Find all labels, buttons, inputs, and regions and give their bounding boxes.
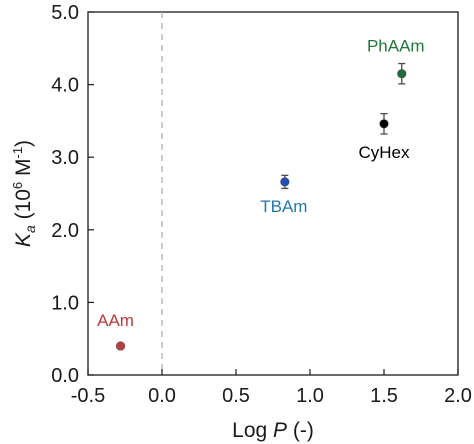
data-points <box>115 62 407 351</box>
x-tick-label: 0.5 <box>222 385 250 407</box>
data-point-tbam <box>280 177 290 187</box>
point-label-cyhex: CyHex <box>358 143 410 162</box>
y-tick-label: 0.0 <box>51 365 79 387</box>
data-point-phaam <box>397 69 407 79</box>
y-tick-label: 3.0 <box>51 147 79 169</box>
plot-frame <box>87 11 459 376</box>
x-tick-label: 2.0 <box>444 385 472 407</box>
x-tick-label: -0.5 <box>71 385 105 407</box>
y-axis-ticks: 0.0 1.0 2.0 3.0 4.0 5.0 <box>51 2 94 387</box>
y-tick-label: 2.0 <box>51 220 79 242</box>
plot-border <box>87 11 459 376</box>
point-labels: AAm TBAm CyHex PhAAm <box>97 37 424 330</box>
y-tick-label: 4.0 <box>51 75 79 97</box>
x-tick-label: 1.5 <box>370 385 398 407</box>
point-label-phaam: PhAAm <box>367 37 425 56</box>
y-tick-label: 5.0 <box>51 2 79 24</box>
x-axis-title: Log P (-) <box>232 419 314 442</box>
point-label-tbam: TBAm <box>260 197 307 216</box>
y-tick-label: 1.0 <box>51 292 79 314</box>
data-point-aam <box>115 341 126 351</box>
x-tick-label: 0.0 <box>148 385 176 407</box>
y-axis-title: Ka (106 M-1) <box>10 140 38 247</box>
data-point-cyhex <box>379 119 389 129</box>
point-label-aam: AAm <box>97 311 134 330</box>
x-tick-label: 1.0 <box>296 385 324 407</box>
x-axis-ticks: -0.5 0.0 0.5 1.0 1.5 2.0 <box>71 369 472 407</box>
